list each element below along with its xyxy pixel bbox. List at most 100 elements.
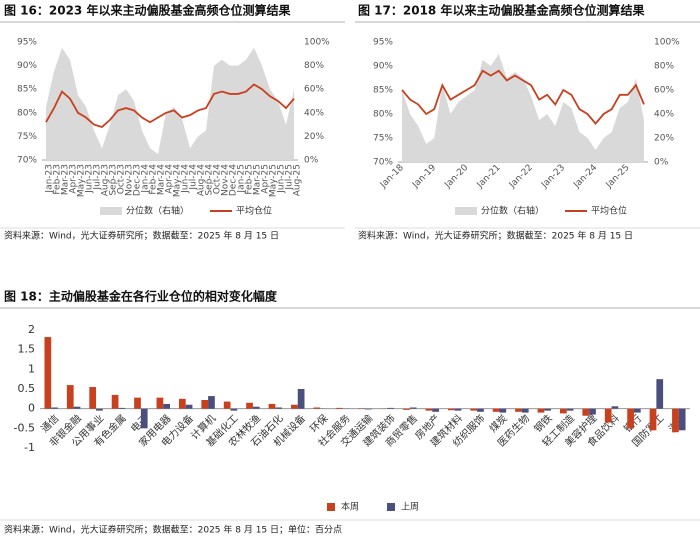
x-tick-label: Oct-23 — [117, 164, 127, 194]
x-tick-label: Jun-25 — [277, 164, 287, 194]
y-tick-label: 2 — [28, 323, 35, 336]
bar — [275, 407, 283, 409]
y-tick-label: 95% — [373, 38, 393, 48]
y-tick-label: 85% — [373, 86, 393, 96]
legend-swatch — [100, 207, 122, 215]
source-note: 资料来源：Wind，光大证券研究所；数据截至：2025 年 8 月 15 日 — [358, 230, 633, 242]
y-tick-label: 90% — [373, 62, 393, 72]
x-tick-label: Feb-25 — [245, 164, 255, 195]
x-tick-label: Jun-24 — [181, 164, 191, 194]
bar — [447, 408, 455, 411]
chart-title: 图 16：2023 年以来主动偏股基金高频仓位测算结果 — [4, 3, 290, 18]
x-tick-label: Jan-25 — [237, 164, 247, 194]
bar — [544, 408, 552, 411]
bar — [672, 408, 679, 433]
bar — [604, 408, 612, 423]
y-tick-label: 90% — [17, 61, 37, 71]
area-series — [402, 54, 644, 162]
bar — [403, 408, 410, 410]
legend-label: 平均仓位 — [591, 205, 627, 217]
x-tick-label: Sep-24 — [205, 164, 215, 196]
y2-tick-label: 0% — [654, 158, 669, 168]
bar — [44, 337, 52, 409]
bar — [560, 408, 567, 414]
chart-title: 图 17：2018 年以来主动偏股基金高频仓位测算结果 — [358, 3, 644, 18]
chart-title: 图 18：主动偏股基金在各行业仓位的相对变化幅度 — [4, 289, 278, 304]
y-tick-label: 75% — [373, 134, 393, 144]
x-tick-label: Dec-23 — [133, 164, 143, 196]
bar — [208, 396, 215, 409]
bar — [633, 408, 641, 413]
y2-tick-label: 0% — [304, 156, 319, 166]
bar — [470, 408, 478, 411]
bar — [425, 408, 433, 411]
bar — [477, 408, 484, 412]
bar — [335, 407, 343, 409]
bar — [432, 408, 439, 412]
bar — [66, 385, 74, 409]
bar — [521, 408, 529, 413]
bar — [627, 408, 634, 429]
x-tick-label: Jul-24 — [189, 164, 199, 191]
x-tick-label: Jan-22 — [507, 163, 535, 191]
bar — [163, 403, 170, 409]
x-tick-label: Apr-24 — [165, 164, 175, 194]
bar — [140, 408, 148, 429]
legend-label: 分位数（右轴） — [126, 205, 189, 217]
x-tick-label: Oct-24 — [213, 164, 223, 195]
x-tick-label: Aug-23 — [101, 164, 111, 196]
y2-tick-label: 100% — [304, 38, 330, 48]
bar — [230, 408, 238, 411]
x-tick-label: Jan-20 — [442, 163, 470, 191]
y-tick-label: 85% — [17, 85, 37, 95]
x-tick-label: Sep-23 — [109, 164, 119, 196]
bar — [649, 408, 657, 431]
line-series — [401, 69, 645, 125]
y-tick-label: 70% — [17, 156, 37, 166]
x-tick-label: May-24 — [173, 164, 183, 197]
y2-tick-label: 60% — [654, 86, 674, 96]
x-tick-label: Jan-23 — [45, 164, 55, 194]
x-tick-label: Jan-21 — [475, 163, 503, 191]
bar — [611, 406, 619, 409]
y-tick-label: 0.5 — [18, 382, 36, 395]
x-tick-label: Jan-25 — [604, 163, 632, 191]
bar — [492, 408, 500, 412]
y2-tick-label: 40% — [654, 110, 674, 120]
bar — [365, 408, 372, 410]
x-tick-label: Aug-25 — [293, 164, 303, 196]
x-tick-label: Mar-24 — [157, 164, 167, 195]
bar — [185, 404, 193, 409]
x-tick-label: Jul-23 — [93, 164, 103, 191]
bar — [96, 408, 103, 411]
bar — [223, 401, 231, 409]
source-note: 资料来源：Wind，光大证券研究所；数据截至：2025 年 8 月 15 日；单… — [4, 524, 342, 536]
y2-tick-label: 80% — [304, 61, 324, 71]
y-tick-label: 1.5 — [18, 343, 36, 356]
y-tick-label: 0 — [28, 402, 35, 415]
legend-swatch — [387, 503, 395, 511]
bar — [409, 407, 417, 409]
bar — [89, 387, 97, 409]
x-tick-label: Nov-23 — [125, 164, 135, 196]
y-tick-label: -0.5 — [14, 421, 35, 434]
bar — [454, 408, 462, 411]
y2-tick-label: 40% — [304, 108, 324, 118]
x-tick-label: Apr-23 — [69, 164, 79, 194]
y2-tick-label: 20% — [654, 134, 674, 144]
x-tick-label: Mar-25 — [253, 164, 263, 195]
legend-label: 平均仓位 — [236, 205, 272, 217]
bar — [656, 379, 664, 409]
x-tick-label: Jun-23 — [85, 164, 95, 194]
bar — [73, 406, 81, 409]
area-series — [46, 47, 294, 160]
bar — [387, 407, 395, 409]
y-tick-label: 80% — [373, 110, 393, 120]
y2-tick-label: 80% — [654, 62, 674, 72]
x-tick-label: Jan-19 — [410, 163, 438, 191]
bar — [111, 394, 119, 409]
line-series — [45, 83, 295, 128]
x-tick-label: Jan-23 — [539, 163, 567, 191]
